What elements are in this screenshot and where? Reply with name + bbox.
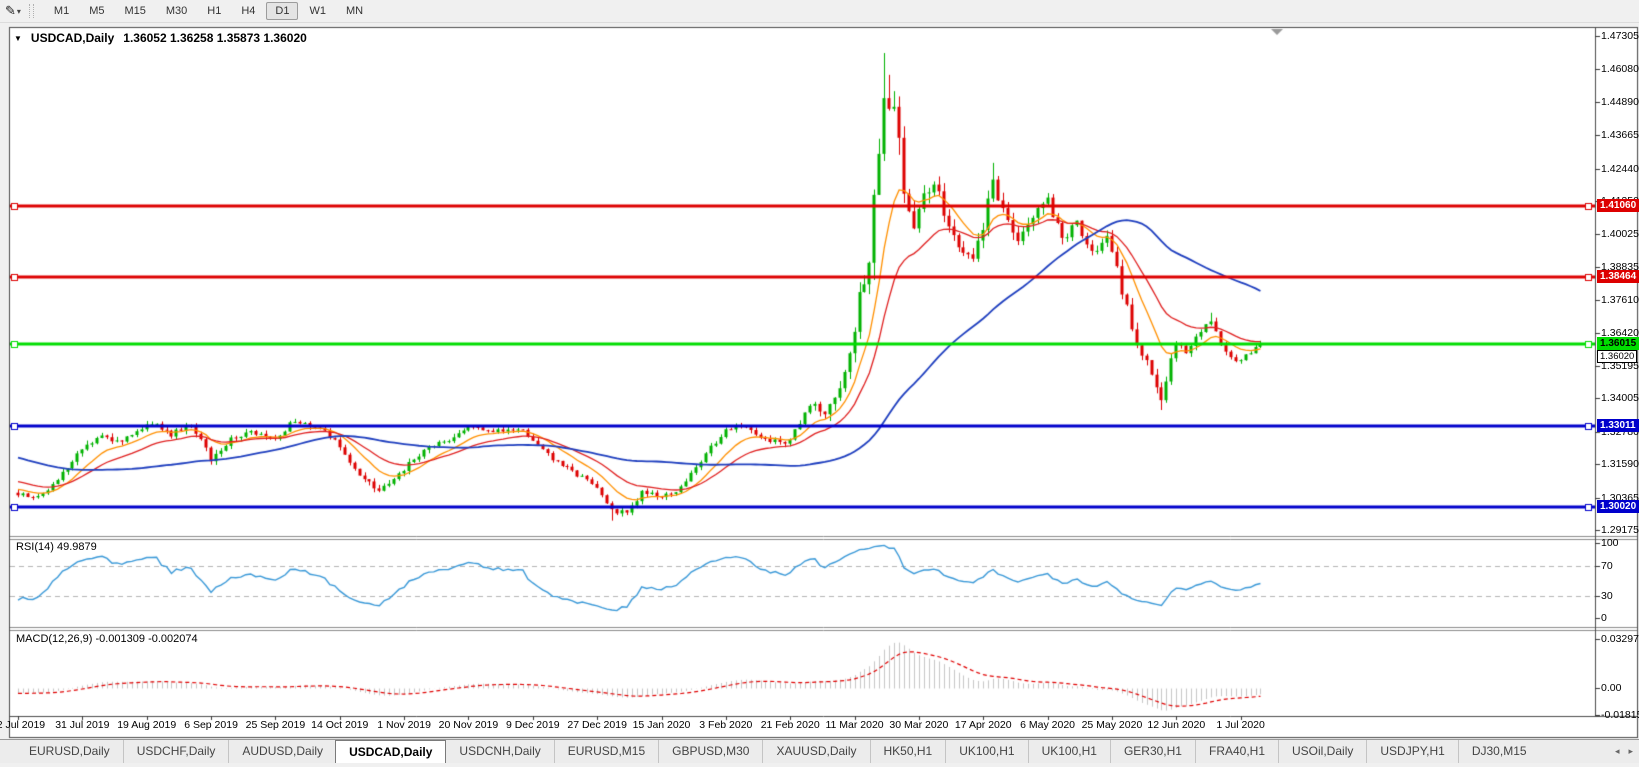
date-axis-label: 11 Mar 2020 [825, 719, 884, 731]
timeframe-button-m15[interactable]: M15 [124, 5, 146, 17]
date-axis-label: 3 Feb 2020 [699, 719, 753, 731]
hline-price-label: 1.41060 [1597, 199, 1639, 213]
price-axis-tick: 1.44890 [1601, 95, 1639, 108]
timeframe-button-h4[interactable]: H4 [241, 5, 256, 17]
price-axis-tick: 1.38835 [1601, 260, 1639, 273]
rsi-axis-tick: 30 [1601, 589, 1613, 602]
price-axis-tick: 1.37610 [1601, 294, 1639, 307]
date-axis-label: 12 Jun 2020 [1147, 719, 1206, 731]
rsi-axis-tick: 0 [1601, 612, 1607, 624]
chart-tab-uk100-h1[interactable]: UK100,H1 [1027, 740, 1110, 763]
price-axis-tick: 1.36420 [1601, 326, 1639, 339]
timeframe-button-group: M1 M5 M15 M30 H1 H4 D1 W1 MN [44, 2, 373, 20]
date-axis-label: 6 Sep 2019 [184, 719, 238, 731]
chart-title: ▼ USDCAD,Daily 1.36052 1.36258 1.35873 1… [14, 31, 307, 45]
timeframe-button-w1[interactable]: W1 [309, 5, 326, 17]
timeframe-button-h1[interactable]: H1 [207, 5, 222, 17]
date-axis-label: 25 May 2020 [1081, 719, 1143, 731]
chart-tab-eurusd-daily[interactable]: EURUSD,Daily [29, 744, 110, 758]
macd-axis-tick: 0.00 [1601, 682, 1622, 694]
hline-price-label: 1.36015 [1597, 336, 1639, 350]
chart-menu-icon[interactable]: ▼ [14, 33, 22, 43]
annotation-tool-dropdown-icon[interactable]: ▾ [16, 6, 21, 16]
date-axis-label: 14 Oct 2019 [311, 719, 369, 731]
date-axis-label: 1 Nov 2019 [377, 719, 431, 731]
price-axis-tick: 1.29175 [1601, 524, 1639, 537]
macd-axis-tick: 0.032972 [1601, 632, 1639, 645]
chart-tab-usoil-daily[interactable]: USOil,Daily [1278, 740, 1366, 763]
date-axis-label: 6 May 2020 [1020, 719, 1076, 731]
chart-tab-usdcnh-daily[interactable]: USDCNH,Daily [459, 744, 541, 758]
chart-ohlc-values: 1.36052 1.36258 1.35873 1.36020 [123, 31, 307, 45]
rsi-axis-tick: 100 [1601, 537, 1619, 549]
tab-scroll-left-icon[interactable]: ◂ [1614, 746, 1620, 756]
date-axis-label: 31 Jul 2019 [55, 719, 110, 731]
toolbar-drag-handle[interactable] [28, 4, 34, 18]
date-axis-label: 1 Jul 2020 [1216, 719, 1265, 731]
price-axis-tick: 1.47305 [1601, 30, 1639, 42]
date-axis-label: 27 Dec 2019 [567, 719, 627, 731]
date-axis-label: 15 Jan 2020 [632, 719, 691, 731]
date-axis-label: 21 Feb 2020 [760, 719, 820, 731]
chart-tab-audusd-daily[interactable]: AUDUSD,Daily [228, 740, 336, 763]
chart-symbol-label: USDCAD,Daily [30, 31, 115, 45]
price-axis-tick: 1.43665 [1601, 129, 1639, 142]
timeframe-button-m5[interactable]: M5 [89, 5, 105, 17]
macd-axis-tick: -0.018154 [1601, 709, 1639, 722]
date-axis-label: 19 Aug 2019 [117, 719, 177, 731]
timeframe-button-m1[interactable]: M1 [53, 5, 70, 17]
chart-tab-uk100-h1[interactable]: UK100,H1 [945, 740, 1027, 763]
timeframe-button-m30[interactable]: M30 [165, 5, 188, 17]
top-toolbar: ✎ ▾ M1 M5 M15 M30 H1 H4 D1 W1 MN [0, 0, 1639, 23]
rsi-axis-tick: 70 [1601, 559, 1613, 572]
bid-price-label: 1.36020 [1597, 349, 1638, 363]
tab-scroll-arrows: ◂ ▸ [1615, 746, 1633, 757]
date-axis-label: 12 Jul 2019 [0, 719, 46, 731]
chart-tab-fra40-h1[interactable]: FRA40,H1 [1194, 740, 1278, 763]
hline-price-label: 1.38464 [1597, 269, 1639, 283]
timeframe-button-mn[interactable]: MN [345, 5, 364, 17]
annotation-tool-icon[interactable]: ✎ [5, 3, 16, 18]
chart-tab-gbpusd-m30[interactable]: GBPUSD,M30 [658, 740, 762, 763]
timeframe-button-d1[interactable]: D1 [266, 2, 299, 20]
chart-tab-xauusd-daily[interactable]: XAUUSD,Daily [762, 740, 869, 763]
hline-price-label: 1.30020 [1597, 500, 1639, 514]
chart-tab-dj30-m15[interactable]: DJ30,M15 [1457, 740, 1540, 763]
price-axis-tick: 1.31590 [1601, 458, 1639, 471]
date-axis-label: 17 Apr 2020 [954, 719, 1012, 731]
rsi-indicator-label: RSI(14) 49.9879 [16, 541, 97, 553]
date-axis-label: 30 Mar 2020 [889, 719, 949, 731]
chart-tab-hk50-h1[interactable]: HK50,H1 [869, 740, 946, 763]
price-axis-tick: 1.35195 [1601, 359, 1639, 372]
chart-tab-usdjpy-h1[interactable]: USDJPY,H1 [1366, 740, 1457, 763]
chart-tab-ger30-h1[interactable]: GER30,H1 [1109, 740, 1195, 763]
price-axis-tick: 1.42440 [1601, 162, 1639, 175]
chart-tab-usdchf-daily[interactable]: USDCHF,Daily [122, 740, 229, 763]
date-axis-label: 25 Sep 2019 [245, 719, 306, 731]
date-axis-label: 20 Nov 2019 [438, 719, 499, 731]
price-axis-tick: 1.40025 [1601, 228, 1639, 241]
chart-tab-bar: EURUSD,Daily USDCHF,Daily AUDUSD,Daily USDC… [0, 739, 1639, 763]
tab-scroll-right-icon[interactable]: ▸ [1628, 746, 1633, 756]
chart-tab-usdcad-daily[interactable]: USDCAD,Daily [335, 740, 447, 763]
price-axis-tick: 1.34005 [1601, 392, 1639, 405]
hline-price-label: 1.33011 [1597, 418, 1639, 432]
price-axis-tick: 1.46080 [1601, 63, 1639, 76]
macd-indicator-label: MACD(12,26,9) -0.001309 -0.002074 [16, 633, 198, 645]
chart-tab-eurusd-m15[interactable]: EURUSD,M15 [553, 740, 658, 763]
date-axis-label: 9 Dec 2019 [505, 719, 560, 731]
